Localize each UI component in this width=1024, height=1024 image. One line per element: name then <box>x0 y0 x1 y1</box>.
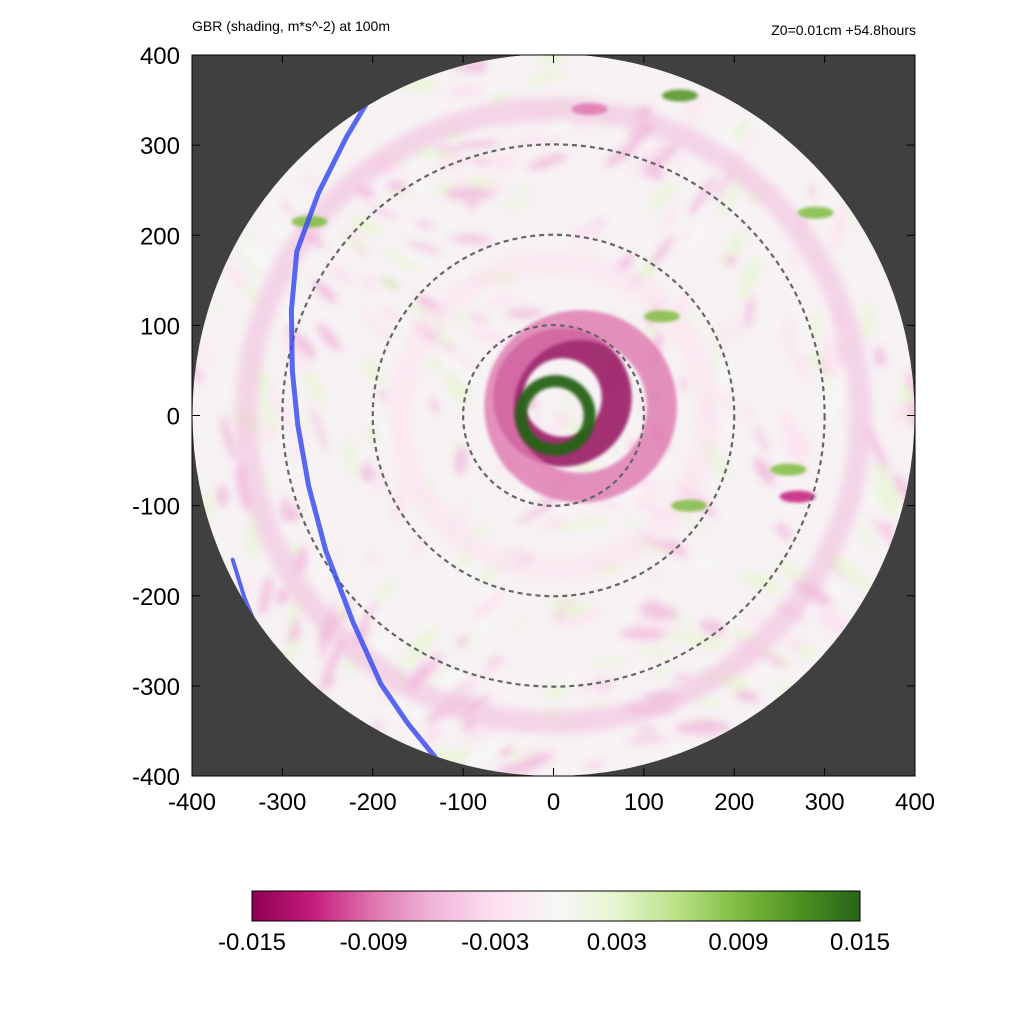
colorbar-tick-label: -0.015 <box>218 929 286 956</box>
shading-negative-patch <box>779 490 816 503</box>
x-tick-label: 300 <box>805 789 845 816</box>
reference-circle-100 <box>462 324 645 507</box>
y-tick-label: -300 <box>132 674 180 701</box>
y-tick-label: 0 <box>167 404 180 431</box>
colorbar-tick-label: -0.009 <box>340 929 408 956</box>
x-tick-label: 200 <box>714 789 754 816</box>
shading-positive-patch <box>770 463 807 476</box>
colorbar-tick-label: 0.003 <box>587 929 647 956</box>
y-tick-label: -400 <box>132 764 180 791</box>
shading-positive-ring <box>514 375 596 456</box>
shading-positive-patch <box>643 310 680 323</box>
colorbar-tick-label: -0.003 <box>461 929 529 956</box>
shading-positive-patch <box>662 89 699 102</box>
y-tick-label: 200 <box>140 223 180 250</box>
colorbar-tick-label: 0.015 <box>830 929 890 956</box>
chart-subtitle: Z0=0.01cm +54.8hours <box>771 22 916 38</box>
reference-circle-200 <box>371 233 736 598</box>
y-tick-label: 300 <box>140 133 180 160</box>
shading-negative-patch <box>571 103 608 116</box>
shading-negative-band <box>388 250 719 581</box>
blue-trajectory-line <box>288 90 438 760</box>
shading-negative-ring <box>484 310 677 503</box>
colorbar <box>251 890 861 922</box>
x-tick-label: -200 <box>349 789 397 816</box>
y-tick-label: -200 <box>132 584 180 611</box>
colorbar-tick-label: 0.009 <box>708 929 768 956</box>
shading-positive-patch <box>797 206 834 219</box>
x-tick-label: 100 <box>624 789 664 816</box>
x-tick-label: -300 <box>258 789 306 816</box>
y-tick-label: 400 <box>140 43 180 70</box>
shading-negative-band <box>235 97 872 734</box>
x-tick-label: 0 <box>547 789 560 816</box>
reference-circle-300 <box>281 143 826 688</box>
x-tick-label: 400 <box>895 789 935 816</box>
y-tick-label: -100 <box>132 494 180 521</box>
shading-positive-patch <box>671 499 708 512</box>
chart-title: GBR (shading, m*s^-2) at 100m <box>192 18 390 34</box>
x-tick-label: -100 <box>439 789 487 816</box>
y-tick-label: 100 <box>140 313 180 340</box>
x-tick-label: -400 <box>168 789 216 816</box>
